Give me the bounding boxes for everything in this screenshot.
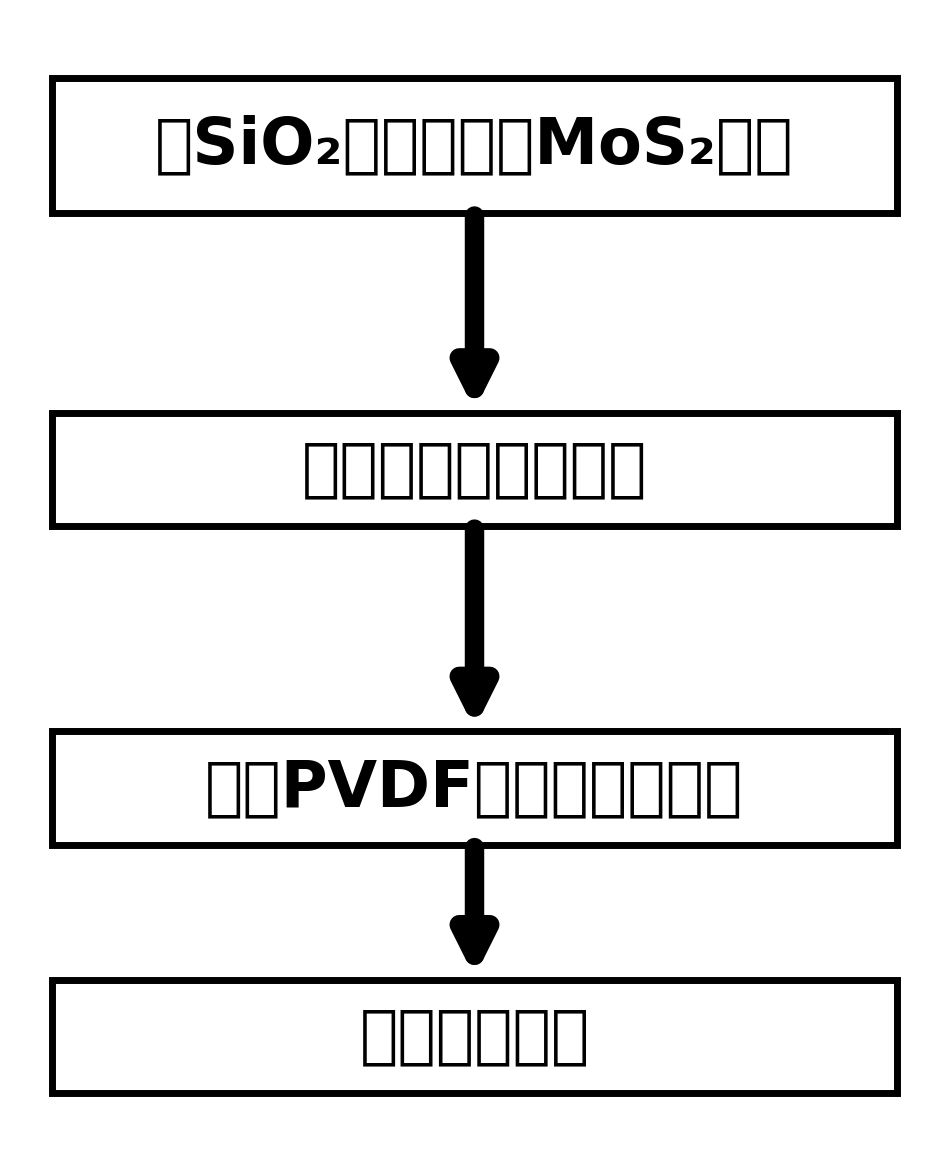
- Text: 生长PVDF基有机铁电薄膜: 生长PVDF基有机铁电薄膜: [205, 757, 744, 820]
- Bar: [52, 413, 897, 526]
- Text: 热蒸发栅电极: 热蒸发栅电极: [360, 1005, 589, 1067]
- Bar: [52, 78, 897, 213]
- Text: 在SiO₂衬底上制备MoS₂薄膜: 在SiO₂衬底上制备MoS₂薄膜: [156, 114, 793, 177]
- Bar: [52, 979, 897, 1094]
- Text: 光刻出源漏电极图形: 光刻出源漏电极图形: [302, 438, 647, 500]
- Bar: [52, 731, 897, 845]
